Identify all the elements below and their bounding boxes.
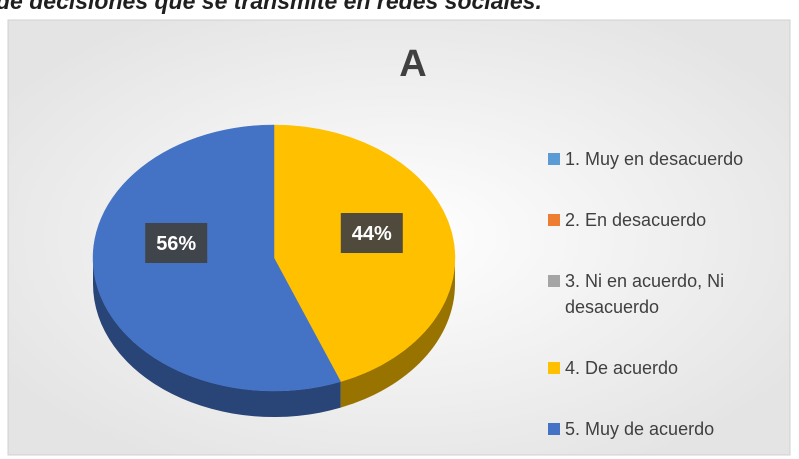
label-box [145, 222, 208, 263]
legend-item: 2. En desacuerdo [548, 207, 788, 233]
legend-item: 5. Muy de acuerdo [548, 416, 788, 442]
pie: 44% 56% [92, 124, 456, 418]
legend-label: 3. Ni en acuerdo, Ni desacuerdo [565, 271, 725, 317]
legend-item: 1. Muy en desacuerdo [548, 146, 788, 172]
legend-label: 4. De acuerdo [565, 358, 679, 378]
data-label: 56% [156, 233, 196, 255]
legend: 1. Muy en desacuerdo 2. En desacuerdo 3. N… [548, 146, 788, 442]
slice [92, 124, 341, 392]
label-box [340, 213, 403, 254]
legend-swatch [548, 423, 560, 435]
heading: de decisiones que se transmite en redes … [0, 0, 542, 14]
legend-item: 4. De acuerdo [548, 355, 788, 381]
data-label: 44% [352, 223, 392, 245]
legend-label: 2. En desacuerdo [565, 210, 707, 230]
legend-item: 3. Ni en acuerdo, Ni desacuerdo [548, 268, 788, 320]
legend-swatch [548, 153, 560, 165]
legend-swatch [548, 362, 560, 374]
legend-swatch [548, 214, 560, 226]
slice [273, 124, 456, 382]
slice-side [340, 258, 456, 408]
legend-swatch [548, 275, 560, 287]
slice-side [93, 258, 341, 418]
legend-label: 1. Muy en desacuerdo [565, 149, 744, 169]
legend-label: 5. Muy de acuerdo [565, 419, 715, 439]
chart-title: A [399, 43, 426, 85]
